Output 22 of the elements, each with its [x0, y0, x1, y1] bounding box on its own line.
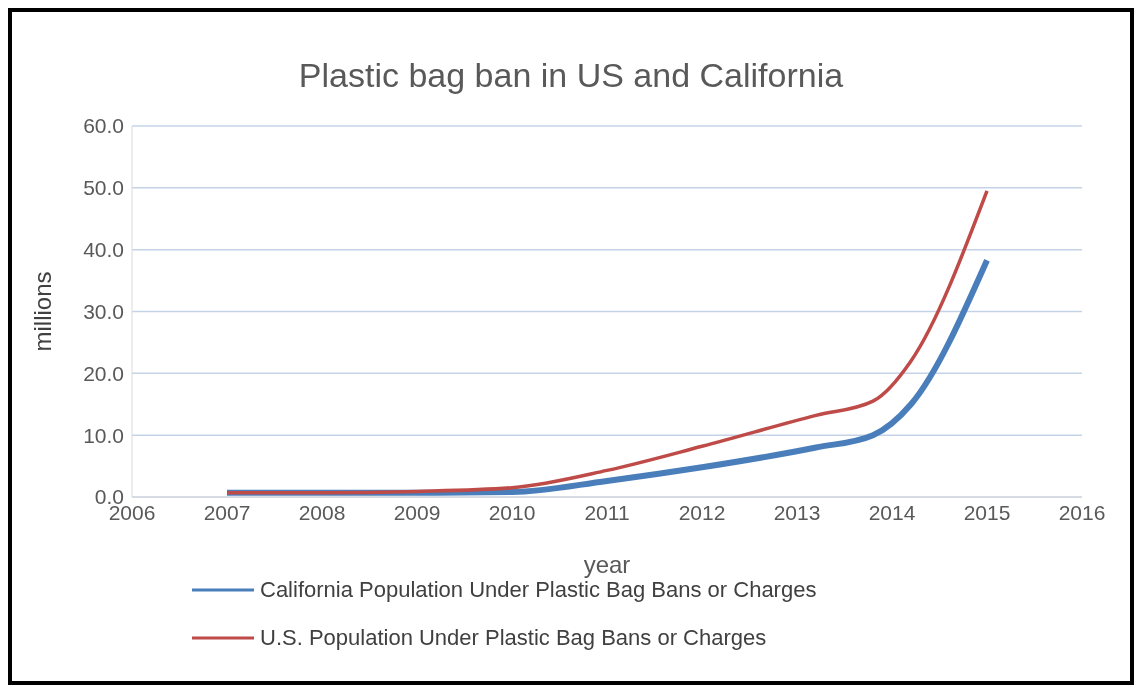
y-tick-label: 30.0 — [83, 299, 124, 323]
y-axis-title: millions — [28, 271, 56, 352]
legend-label: U.S. Population Under Plastic Bag Bans or Charges — [260, 625, 767, 651]
y-tick-label: 10.0 — [83, 423, 124, 447]
y-tick-label: 50.0 — [83, 176, 124, 200]
x-tick-label: 2012 — [678, 500, 726, 524]
x-tick-label: 2014 — [868, 500, 916, 524]
x-tick-label: 2013 — [773, 500, 821, 524]
y-tick-label: 20.0 — [83, 361, 124, 385]
x-tick-label: 2015 — [963, 500, 1011, 524]
x-tick-label: 2010 — [488, 500, 536, 524]
x-tick-label: 2007 — [203, 500, 251, 524]
line-series — [225, 189, 989, 495]
legend-label: California Population Under Plastic Bag Bans or Charges — [260, 577, 817, 603]
y-tick-label: 60.0 — [83, 114, 124, 138]
x-tick-label: 2016 — [1058, 500, 1106, 524]
x-tick-label: 2009 — [393, 500, 441, 524]
x-axis-title: year — [583, 551, 631, 578]
x-tick-label: 2011 — [584, 500, 630, 524]
x-tick-label: 2008 — [298, 500, 346, 524]
chart-title: Plastic bag ban in US and California — [297, 56, 845, 96]
y-tick-label: 40.0 — [83, 238, 124, 262]
